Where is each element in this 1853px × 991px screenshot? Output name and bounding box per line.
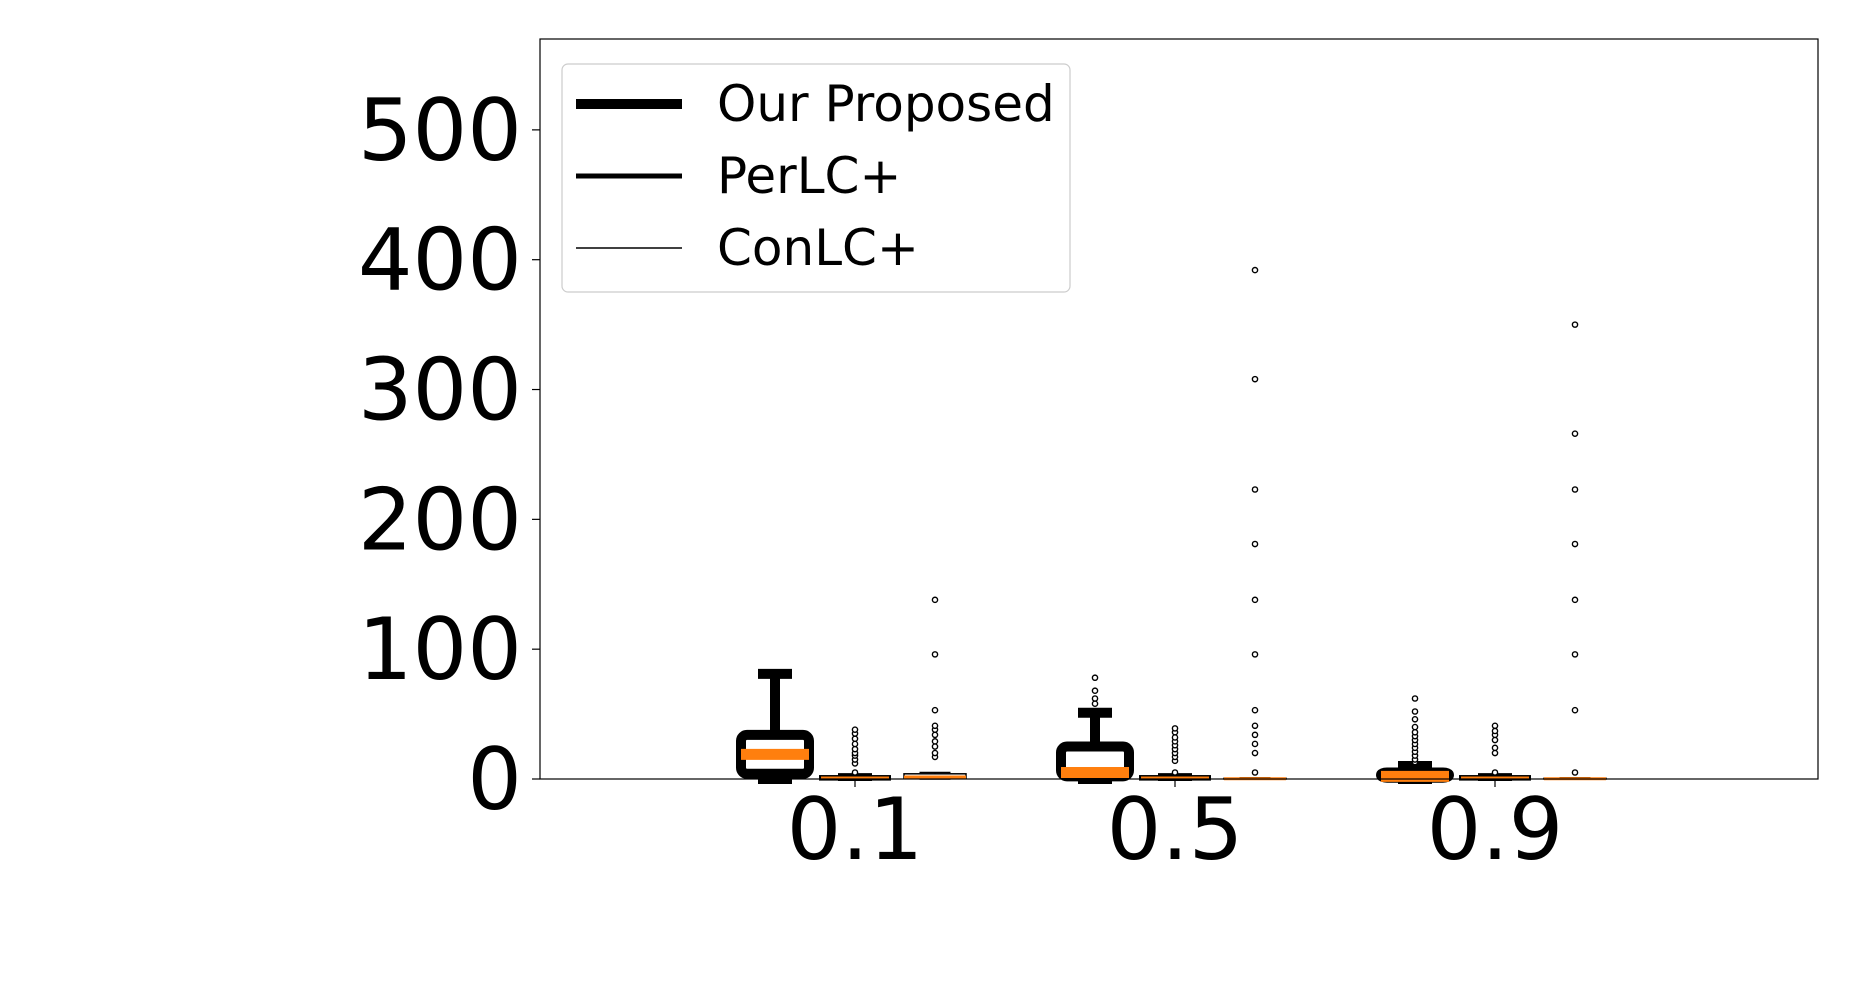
outlier-point — [1571, 651, 1579, 658]
outlier-point — [1251, 706, 1259, 714]
outlier-point — [1251, 740, 1259, 748]
y-tick-label: 0 — [467, 730, 522, 830]
outlier-point — [1251, 749, 1259, 757]
outlier-point — [1571, 540, 1579, 548]
y-tick-label: 300 — [358, 341, 522, 441]
outlier-point — [1411, 708, 1419, 715]
box-our-proposed-0.5 — [1056, 674, 1134, 784]
outlier-point — [1571, 706, 1579, 714]
outlier-point — [851, 726, 859, 733]
legend-label: ConLC+ — [717, 219, 919, 277]
outlier-point — [1491, 722, 1499, 730]
outlier-point — [1571, 430, 1579, 437]
outlier-point — [1571, 321, 1579, 328]
outlier-point — [1251, 486, 1259, 493]
outlier-point — [1171, 769, 1179, 776]
box-our-proposed-0.9 — [1376, 695, 1454, 784]
outlier-point — [1411, 715, 1419, 723]
legend-label: Our Proposed — [717, 75, 1055, 133]
legend-box — [561, 63, 1071, 293]
box-conlc--0.9 — [1543, 321, 1607, 781]
outlier-point — [1251, 769, 1259, 776]
plot-frame — [539, 38, 1819, 780]
outlier-point — [1251, 266, 1259, 274]
outlier-point — [1491, 744, 1499, 752]
outlier-point — [1411, 728, 1419, 736]
legend-label: PerLC+ — [717, 147, 901, 205]
axes: 0 100 200 300 400 500 0.1 0.5 0.9 — [358, 38, 1819, 880]
outlier-point — [1491, 769, 1499, 776]
outlier-point — [931, 731, 939, 739]
outlier-point — [1251, 540, 1259, 548]
outlier-point — [1491, 736, 1499, 744]
outlier-point — [1091, 695, 1099, 702]
outlier-point — [1171, 734, 1179, 741]
box-perlc--0.5 — [1139, 725, 1211, 781]
outlier-point — [931, 722, 939, 730]
outlier-point — [1091, 687, 1099, 695]
legend: Our Proposed PerLC+ ConLC+ — [561, 63, 1071, 293]
outlier-point — [851, 740, 859, 748]
outlier-point — [931, 706, 939, 714]
y-tick-label: 500 — [358, 81, 522, 181]
box-our-proposed-0.1 — [736, 668, 814, 784]
box-perlc--0.9 — [1459, 722, 1531, 781]
x-tick-label: 0.5 — [1107, 780, 1244, 880]
plot-area — [736, 266, 1607, 784]
y-tick-label: 200 — [358, 470, 522, 570]
outlier-point — [1491, 749, 1499, 757]
box-conlc--0.5 — [1223, 266, 1287, 781]
outlier-point — [851, 769, 859, 776]
y-tick-label: 100 — [358, 600, 522, 700]
outlier-point — [1251, 651, 1259, 658]
outlier-point — [1571, 486, 1579, 493]
outlier-point — [1251, 722, 1259, 730]
x-tick-label: 0.9 — [1427, 780, 1564, 880]
outlier-point — [931, 596, 939, 604]
outlier-point — [1251, 596, 1259, 604]
outlier-point — [931, 738, 939, 745]
outlier-point — [1411, 695, 1419, 702]
outlier-point — [1571, 769, 1579, 776]
outlier-point — [851, 745, 859, 753]
outlier-point — [1251, 375, 1259, 383]
outlier-point — [931, 743, 939, 750]
outlier-point — [931, 651, 939, 658]
outlier-point — [1171, 725, 1179, 732]
box-conlc--0.1 — [903, 596, 967, 780]
outlier-point — [1251, 731, 1259, 739]
outlier-point — [1091, 700, 1099, 708]
outlier-point — [1411, 723, 1419, 731]
outlier-point — [1091, 674, 1099, 682]
outlier-point — [1571, 596, 1579, 604]
x-tick-label: 0.1 — [787, 780, 924, 880]
outlier-point — [851, 735, 859, 743]
outlier-point — [1491, 727, 1499, 735]
y-tick-label: 400 — [358, 211, 522, 311]
box-perlc--0.1 — [819, 726, 891, 781]
outlier-point — [931, 749, 939, 757]
